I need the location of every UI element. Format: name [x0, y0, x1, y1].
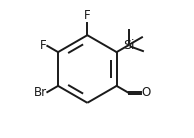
Text: Si: Si	[123, 39, 134, 52]
Text: Br: Br	[34, 86, 47, 99]
Text: O: O	[142, 86, 151, 99]
Text: F: F	[84, 9, 91, 22]
Text: F: F	[40, 39, 47, 52]
